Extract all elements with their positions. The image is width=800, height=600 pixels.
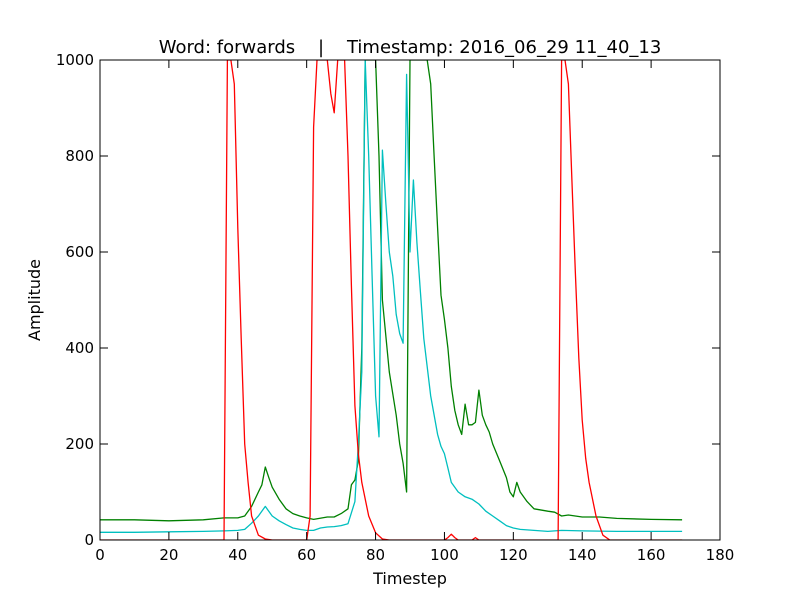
x-tick-label: 20 (159, 546, 178, 564)
x-tick-label: 0 (95, 546, 105, 564)
chart-title: Word: forwards | Timestamp: 2016_06_29 1… (159, 37, 662, 58)
x-tick-label: 180 (706, 546, 735, 564)
series-line-1 (100, 60, 683, 522)
y-axis-title: Amplitude (25, 259, 44, 341)
y-tick-label: 600 (65, 243, 94, 261)
x-tick-label: 100 (430, 546, 459, 564)
x-tick-label: 120 (499, 546, 528, 564)
ticks-layer: 0 20 40 60 80 100 120 140 160 180 0 200 400 600 800 100… (56, 51, 735, 564)
x-tick-label: 60 (297, 546, 316, 564)
x-axis-title: Timestep (372, 569, 447, 588)
x-tick-label: 160 (637, 546, 666, 564)
x-tick-label: 40 (228, 546, 247, 564)
y-tick-label: 800 (65, 147, 94, 165)
y-tick-label: 0 (84, 531, 94, 549)
y-tick-label: 200 (65, 435, 94, 453)
series-layer (100, 60, 683, 540)
x-tick-label: 80 (366, 546, 385, 564)
x-tick-label: 140 (568, 546, 597, 564)
series-line-3 (100, 60, 683, 540)
y-tick-label: 1000 (56, 51, 94, 69)
series-line-2 (100, 60, 683, 533)
y-tick-label: 400 (65, 339, 94, 357)
plot-frame (99, 59, 721, 541)
